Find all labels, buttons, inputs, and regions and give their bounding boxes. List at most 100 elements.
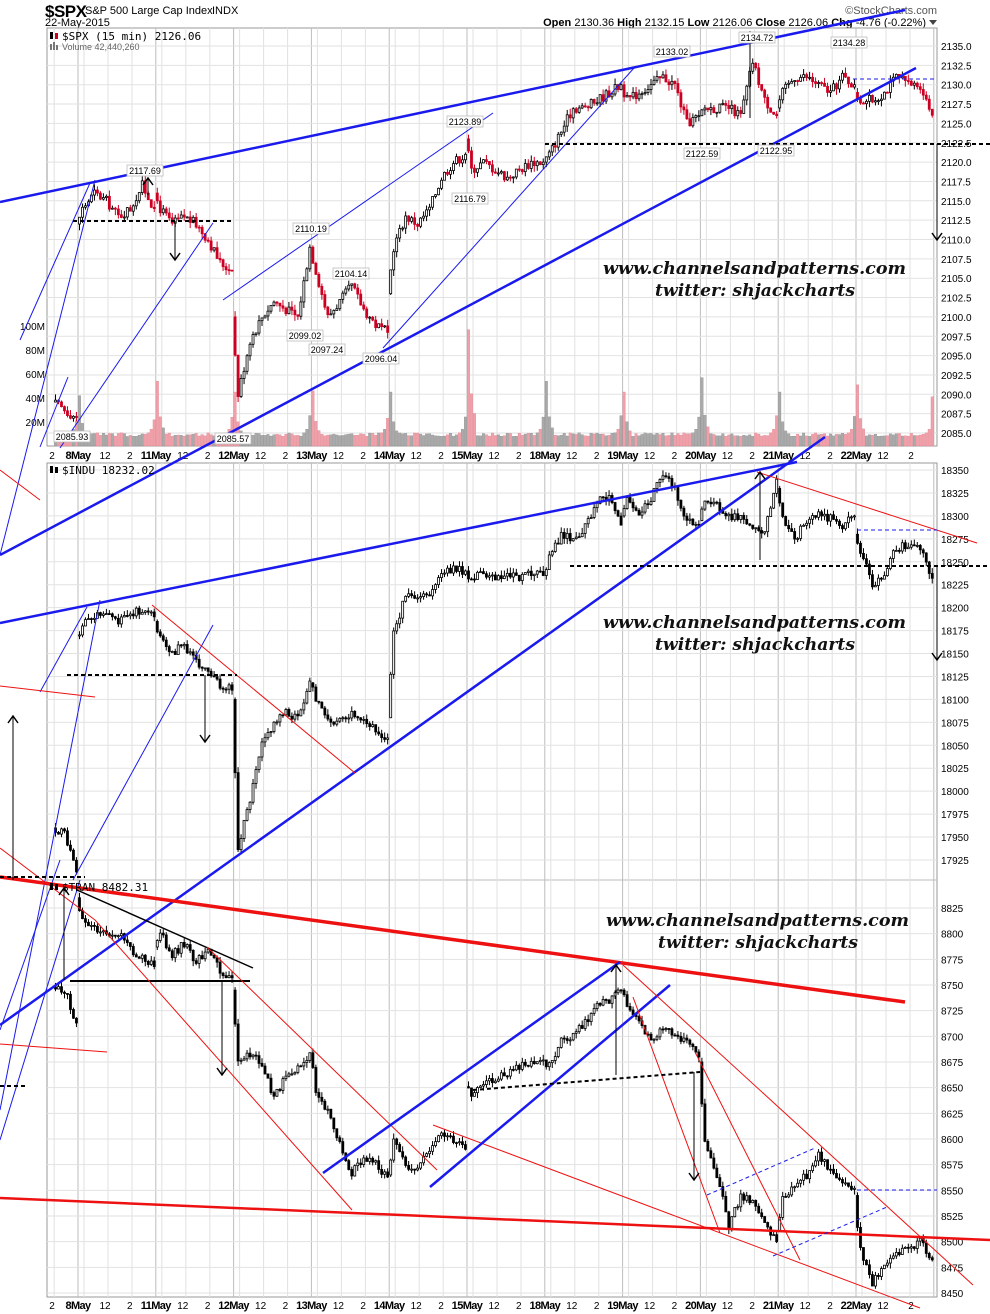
- candle: [224, 263, 228, 275]
- candle: [604, 88, 608, 105]
- stockcharts-logo[interactable]: ©StockCharts.com: [845, 5, 937, 17]
- candle: [99, 926, 102, 937]
- volume-bar: [197, 435, 201, 447]
- candle-body: [485, 1080, 488, 1085]
- volume-bar: [873, 434, 877, 447]
- candle-body: [248, 1052, 252, 1058]
- candle: [161, 929, 165, 938]
- price-annotation: 2099.02: [286, 329, 324, 342]
- candle: [796, 1178, 800, 1188]
- volume-bar: [697, 416, 701, 447]
- candle: [479, 567, 482, 574]
- candle: [670, 475, 674, 492]
- arrow-up-icon: [610, 963, 622, 1075]
- volume-tick-label: 20M: [26, 418, 45, 429]
- trendline: [72, 624, 214, 881]
- candle-body: [556, 1047, 560, 1057]
- candle: [81, 907, 84, 920]
- candle: [610, 92, 614, 100]
- dashed-level-line: [706, 1147, 816, 1196]
- candle-body: [437, 1135, 440, 1143]
- candle-body: [149, 960, 153, 965]
- candle: [107, 190, 111, 212]
- volume-bar: [859, 418, 862, 447]
- candle: [664, 472, 668, 479]
- candle-body: [60, 828, 63, 835]
- candle-body: [661, 475, 665, 480]
- candle-body: [906, 1246, 910, 1249]
- candle-body: [392, 1138, 396, 1161]
- annotation-box: [830, 36, 868, 49]
- candle: [317, 272, 321, 289]
- candle: [826, 82, 829, 97]
- candle: [574, 107, 578, 114]
- candle-body: [482, 1084, 485, 1087]
- candle: [167, 944, 171, 952]
- candle-body: [790, 528, 794, 532]
- x-tick-label: 12: [800, 451, 812, 462]
- volume-bar: [550, 427, 554, 447]
- candle-body: [550, 145, 554, 153]
- candle-body: [721, 103, 725, 105]
- candle-body: [619, 989, 623, 992]
- candle-body: [838, 520, 841, 526]
- candle-body: [499, 575, 503, 580]
- candle: [191, 648, 195, 660]
- volume-bar: [272, 434, 276, 447]
- candle-body: [766, 516, 770, 533]
- candle-body: [814, 515, 817, 518]
- candle-body: [110, 613, 114, 618]
- triangle-down-icon[interactable]: [929, 20, 937, 25]
- candle-body: [790, 1186, 794, 1196]
- candle-body: [350, 283, 354, 286]
- candle-body: [730, 1216, 734, 1230]
- volume-bar: [688, 433, 692, 447]
- annotation-text: 2085.57: [217, 434, 250, 444]
- candle: [805, 1169, 809, 1180]
- candle-body: [398, 617, 402, 625]
- candle-body: [619, 84, 623, 90]
- candle-body: [347, 1160, 351, 1170]
- candle: [856, 528, 859, 545]
- candle-body: [371, 316, 375, 321]
- candle: [769, 107, 773, 113]
- candle-body: [637, 509, 641, 516]
- candle-body: [464, 1144, 467, 1150]
- candle: [113, 206, 117, 216]
- trendline: [0, 875, 906, 1004]
- candle: [820, 81, 823, 86]
- candle-body: [485, 573, 488, 578]
- candle-body: [748, 1195, 752, 1204]
- candle-body: [305, 690, 309, 704]
- candle-body: [610, 93, 614, 98]
- candle: [368, 316, 372, 324]
- volume-bar: [275, 434, 279, 447]
- candle: [248, 1047, 252, 1060]
- volume-bar: [326, 434, 330, 447]
- candle: [574, 532, 578, 540]
- volume-bar: [808, 436, 812, 447]
- candle-body: [212, 675, 216, 678]
- candle: [293, 1071, 297, 1076]
- candle: [900, 539, 904, 554]
- candle-body: [413, 217, 417, 225]
- candle: [446, 565, 449, 577]
- candle: [817, 508, 820, 521]
- candle-body: [182, 942, 186, 948]
- candle-body: [610, 995, 614, 1004]
- candle: [574, 1028, 578, 1039]
- volume-bar: [829, 433, 832, 447]
- candle: [230, 269, 234, 272]
- candle-body: [598, 496, 602, 504]
- volume-bar: [311, 390, 315, 447]
- candle: [883, 91, 886, 100]
- candle: [293, 710, 297, 722]
- candle: [164, 206, 168, 216]
- volume-bar: [347, 433, 351, 447]
- candle: [808, 1170, 811, 1184]
- candle: [745, 515, 749, 525]
- candle-body: [667, 1028, 671, 1030]
- candle-body: [105, 195, 108, 198]
- candle: [927, 560, 931, 580]
